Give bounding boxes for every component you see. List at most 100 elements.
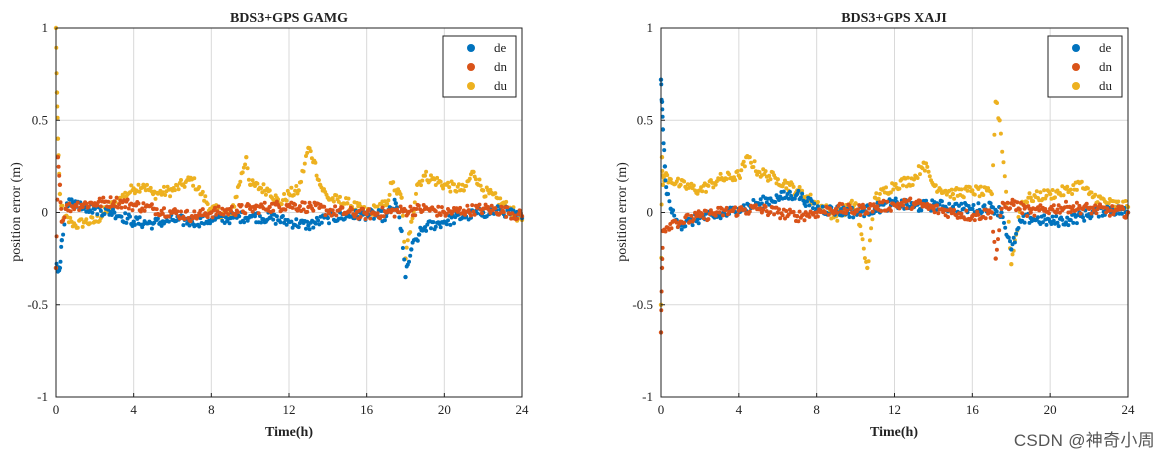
data-point-dn xyxy=(368,216,373,221)
data-point-du xyxy=(54,71,59,76)
data-point-de xyxy=(278,220,283,225)
x-tick-label: 16 xyxy=(966,402,980,417)
data-point-du xyxy=(299,179,304,184)
data-point-dn xyxy=(130,208,135,213)
data-point-dn xyxy=(1017,207,1022,212)
x-tick-label: 20 xyxy=(438,402,451,417)
data-point-de xyxy=(289,219,294,224)
data-point-dn xyxy=(742,207,747,212)
data-point-dn xyxy=(669,226,674,231)
data-point-du xyxy=(775,177,780,182)
data-point-de xyxy=(446,218,450,223)
data-point-dn xyxy=(330,208,335,213)
data-point-dn xyxy=(61,218,66,223)
data-point-du xyxy=(901,183,905,188)
data-point-du xyxy=(243,162,248,167)
data-point-du xyxy=(291,193,296,197)
data-point-dn xyxy=(904,206,909,211)
data-point-dn xyxy=(397,210,402,215)
data-point-de xyxy=(90,210,95,215)
data-point-dn xyxy=(772,212,777,217)
data-point-du xyxy=(1025,200,1030,205)
data-point-du xyxy=(1050,188,1055,192)
data-point-de xyxy=(718,216,723,221)
data-point-du xyxy=(891,187,896,192)
data-point-dn xyxy=(277,205,282,210)
data-point-du xyxy=(747,155,752,160)
data-point-du xyxy=(424,169,429,174)
data-point-dn xyxy=(997,228,1002,233)
data-point-dn xyxy=(975,209,980,214)
data-point-du xyxy=(741,159,746,164)
data-point-du xyxy=(950,191,956,197)
data-point-de xyxy=(1066,223,1071,228)
data-point-dn xyxy=(1064,199,1068,204)
data-point-du xyxy=(471,169,476,175)
data-point-dn xyxy=(243,211,248,216)
data-point-du xyxy=(57,191,63,197)
data-point-dn xyxy=(815,214,820,219)
data-point-de xyxy=(811,206,815,211)
data-point-du xyxy=(1044,193,1049,198)
data-point-du xyxy=(261,182,266,187)
data-point-dn xyxy=(1032,213,1037,218)
data-point-dn xyxy=(160,211,165,216)
data-point-dn xyxy=(935,203,940,208)
data-point-du xyxy=(1068,187,1073,192)
data-point-dn xyxy=(67,201,72,206)
data-point-de xyxy=(1009,247,1014,252)
data-point-de xyxy=(400,246,405,250)
data-point-de xyxy=(416,232,422,237)
data-point-du xyxy=(682,179,687,184)
data-point-de xyxy=(280,214,285,218)
data-point-de xyxy=(119,214,124,219)
data-point-dn xyxy=(323,213,328,218)
data-point-dn xyxy=(870,209,875,214)
data-point-du xyxy=(1048,191,1053,197)
data-point-du xyxy=(244,155,249,160)
data-point-du xyxy=(1004,189,1009,194)
data-point-dn xyxy=(780,213,785,218)
legend-marker-dn xyxy=(1072,63,1080,71)
data-point-dn xyxy=(1068,210,1073,215)
data-point-du xyxy=(781,181,786,186)
data-point-dn xyxy=(778,216,783,221)
y-tick-label: 0 xyxy=(647,205,654,220)
data-point-dn xyxy=(1074,200,1079,205)
data-point-dn xyxy=(724,205,729,210)
data-point-dn xyxy=(466,208,471,213)
data-point-de xyxy=(1042,213,1047,218)
data-point-du xyxy=(163,193,168,197)
data-point-du xyxy=(192,176,197,181)
data-point-du xyxy=(293,188,298,193)
data-point-de xyxy=(994,209,999,214)
data-point-du xyxy=(382,199,387,204)
data-point-du xyxy=(79,217,84,222)
data-point-du xyxy=(404,245,409,250)
data-point-dn xyxy=(97,196,102,201)
data-point-du xyxy=(493,191,498,196)
data-point-du xyxy=(305,150,310,155)
data-point-de xyxy=(947,201,952,206)
data-point-dn xyxy=(334,213,339,218)
data-point-dn xyxy=(784,209,789,213)
data-point-du xyxy=(713,182,718,187)
data-point-de xyxy=(1040,220,1045,225)
data-point-de xyxy=(662,148,667,153)
data-point-du xyxy=(433,183,438,187)
data-point-du xyxy=(711,185,716,190)
data-point-du xyxy=(481,188,486,193)
data-point-du xyxy=(289,185,294,190)
data-point-du xyxy=(867,238,872,243)
data-point-du xyxy=(1016,215,1021,219)
legend-label-de: de xyxy=(494,40,507,55)
data-point-du xyxy=(179,178,183,182)
data-point-du xyxy=(888,190,893,195)
data-point-dn xyxy=(114,195,119,200)
data-point-du xyxy=(197,185,202,189)
data-point-dn xyxy=(512,213,517,218)
data-point-dn xyxy=(305,209,310,214)
data-point-dn xyxy=(58,200,63,205)
x-tick-label: 24 xyxy=(516,402,530,417)
data-point-du xyxy=(970,188,975,193)
